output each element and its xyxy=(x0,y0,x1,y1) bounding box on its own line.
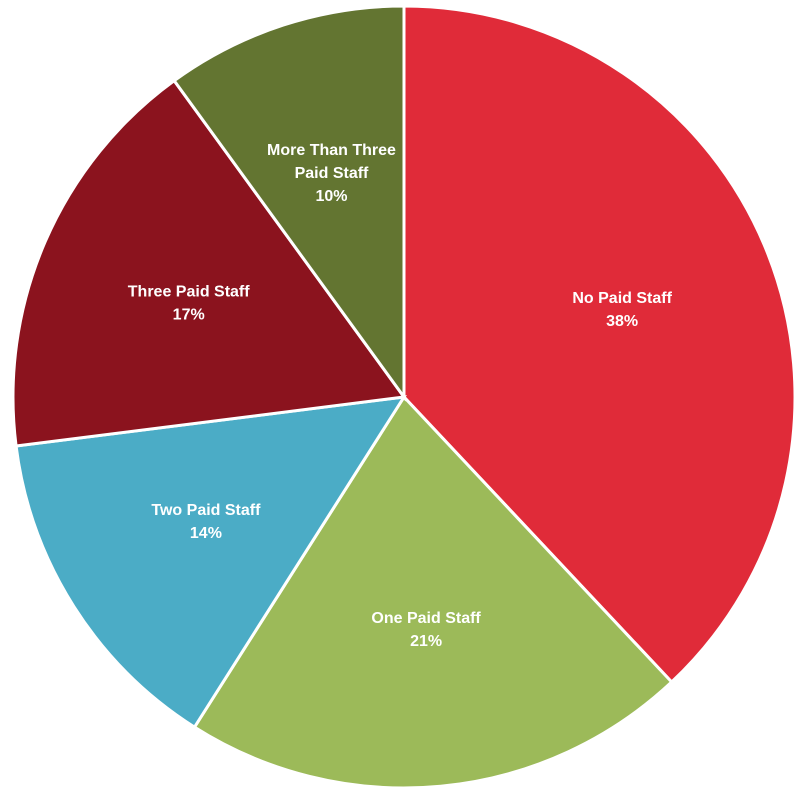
slice-value-label: 38% xyxy=(606,313,638,330)
slice-label-two-paid-staff: Two Paid Staff 14% xyxy=(151,502,261,542)
pie-slice-three-paid-staff xyxy=(11,78,407,448)
slice-category-label: More Than Three xyxy=(267,142,396,159)
pie-slice-no-paid-staff xyxy=(402,4,797,685)
pie-slice-two-paid-staff xyxy=(14,395,407,730)
slice-label-one-paid-staff: One Paid Staff 21% xyxy=(371,610,481,650)
slice-category-label: No Paid Staff xyxy=(572,290,672,307)
slice-category-label: One Paid Staff xyxy=(371,610,481,627)
slice-value-label: 10% xyxy=(315,188,347,205)
labels-layer: No Paid Staff 38% One Paid Staff 21% Two Pai… xyxy=(128,142,673,650)
slice-category-label: Paid Staff xyxy=(295,165,369,182)
slice-category-label: Three Paid Staff xyxy=(128,284,250,301)
slice-category-label: Two Paid Staff xyxy=(151,502,261,519)
pie-slice-more-than-three-paid-staff xyxy=(172,4,406,402)
slices-layer xyxy=(11,4,797,789)
slice-value-label: 21% xyxy=(410,633,442,650)
slice-label-more-than-three-paid-staff: More Than Three Paid Staff 10% xyxy=(267,142,396,205)
slice-value-label: 17% xyxy=(173,307,205,324)
slice-label-three-paid-staff: Three Paid Staff 17% xyxy=(128,284,250,324)
slice-label-no-paid-staff: No Paid Staff 38% xyxy=(572,290,672,330)
pie-slice-one-paid-staff xyxy=(192,394,674,789)
slice-value-label: 14% xyxy=(190,525,222,542)
